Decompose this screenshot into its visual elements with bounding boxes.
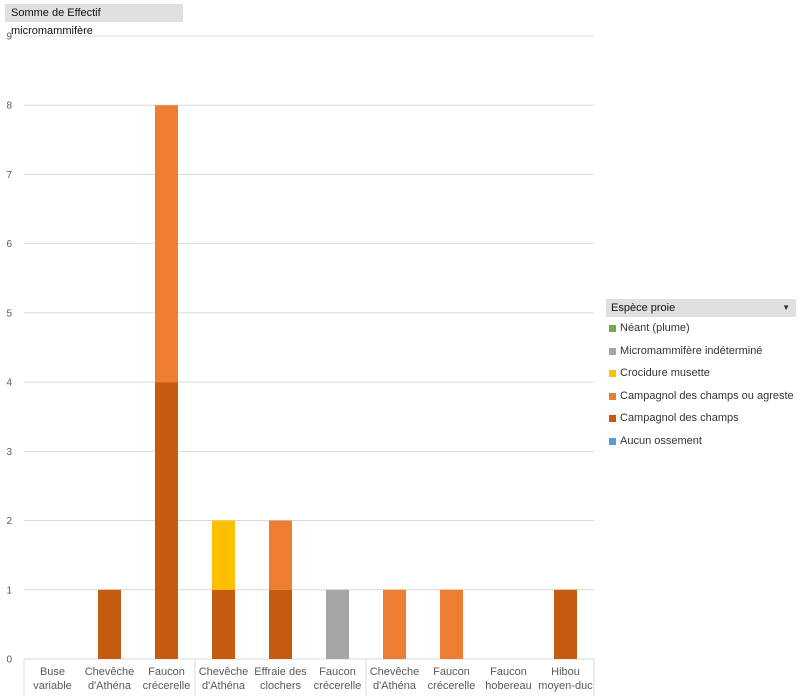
x-tick-label: hobereau: [485, 680, 532, 692]
bar-segment: [212, 589, 235, 659]
legend-item-label: Campagnol des champs ou agreste: [620, 389, 794, 402]
x-tick-label: Chevêche: [85, 666, 135, 678]
bar-segment: [212, 520, 235, 590]
bar-segment: [269, 520, 292, 590]
x-tick-label: crécerelle: [143, 680, 191, 692]
x-tick-label: Hibou: [551, 666, 580, 678]
y-tick-label: 1: [6, 585, 12, 596]
x-tick-label: crécerelle: [314, 680, 362, 692]
legend-item-label: Néant (plume): [620, 322, 690, 334]
x-tick-label: d'Athéna: [373, 680, 417, 692]
y-tick-label: 6: [6, 239, 12, 250]
bar-segment: [155, 382, 178, 659]
y-tick-label: 2: [6, 516, 12, 527]
x-tick-label: variable: [33, 680, 72, 692]
legend-swatch: [609, 415, 616, 422]
bar-segment: [98, 589, 121, 659]
legend-filter-button[interactable]: Espèce proie ▼: [606, 299, 796, 317]
legend-item-neant: Néant (plume): [606, 317, 796, 340]
bar-segment: [383, 589, 406, 659]
x-tick-label: Chevêche: [370, 666, 420, 678]
legend-swatch: [609, 325, 616, 332]
bar-segment: [440, 589, 463, 659]
x-tick-label: crécerelle: [428, 680, 476, 692]
legend: Espèce proie ▼ Néant (plume) Micromammif…: [606, 299, 796, 452]
dropdown-arrow-icon[interactable]: ▼: [782, 303, 790, 312]
x-tick-label: Chevêche: [199, 666, 249, 678]
legend-item-campagnol: Campagnol des champs: [606, 407, 796, 430]
legend-swatch: [609, 437, 616, 445]
legend-swatch: [609, 370, 616, 377]
legend-title: Espèce proie: [611, 302, 676, 314]
legend-swatch: [609, 392, 616, 400]
legend-item-label: Micromammifère indéterminé: [620, 344, 763, 357]
y-tick-label: 8: [6, 101, 12, 112]
legend-item-label: Crocidure musette: [620, 367, 710, 379]
x-tick-label: Faucon: [490, 666, 527, 678]
y-tick-label: 5: [6, 308, 12, 319]
x-tick-label: d'Athéna: [202, 680, 246, 692]
x-tick-label: Faucon: [319, 666, 356, 678]
legend-item-campagnol-agreste: Campagnol des champs ou agreste: [606, 385, 796, 408]
y-tick-label: 0: [6, 655, 12, 666]
y-tick-label: 3: [6, 447, 12, 458]
x-tick-label: Faucon: [433, 666, 470, 678]
y-tick-label: 9: [6, 32, 12, 43]
x-tick-label: d'Athéna: [88, 680, 132, 692]
legend-swatch: [609, 347, 616, 355]
legend-item-crocidure: Crocidure musette: [606, 362, 796, 385]
legend-item-label: Campagnol des champs: [620, 412, 739, 424]
legend-item-label: Aucun ossement: [620, 434, 702, 447]
bar-segment: [155, 105, 178, 383]
bar-segment: [554, 589, 577, 659]
y-tick-label: 4: [6, 378, 12, 389]
bar-segment: [326, 589, 349, 659]
value-field-button[interactable]: Somme de Effectif micromammifère: [5, 4, 183, 37]
bar-segment: [269, 589, 292, 659]
legend-item-aucun: Aucun ossement: [606, 430, 796, 453]
x-tick-label: Buse: [40, 666, 65, 678]
y-tick-label: 7: [6, 170, 12, 181]
x-tick-label: Effraie des: [254, 666, 307, 678]
x-tick-label: moyen-duc: [538, 680, 593, 692]
x-tick-label: Faucon: [148, 666, 185, 678]
legend-item-micromammifere: Micromammifère indéterminé: [606, 340, 796, 363]
x-tick-label: clochers: [260, 680, 301, 692]
